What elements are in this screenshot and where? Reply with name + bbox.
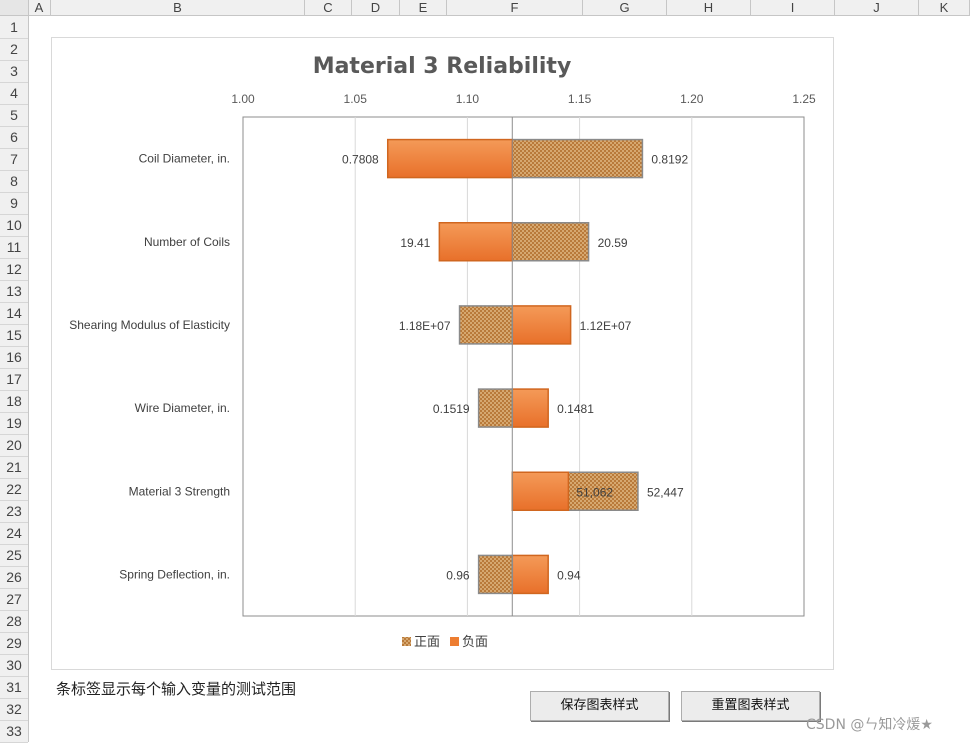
bar-positive	[477, 554, 514, 595]
row-header-14[interactable]: 14	[0, 302, 28, 325]
category-label: Coil Diameter, in.	[139, 152, 230, 166]
bar-negative	[511, 388, 549, 428]
category-label: Material 3 Strength	[129, 484, 230, 498]
row-header-1[interactable]: 1	[0, 16, 28, 39]
column-header-K[interactable]: K	[919, 0, 970, 15]
data-label-right: 52,447	[647, 485, 684, 499]
data-label-right: 1.12E+07	[580, 319, 632, 333]
legend-label-negative: 负面	[462, 635, 488, 650]
data-label-right: 0.8192	[651, 153, 688, 167]
row-header-3[interactable]: 3	[0, 60, 28, 83]
tornado-chart[interactable]: Material 3 Reliability 1.00 1.05 1.10 1.15 1…	[51, 37, 834, 670]
row-header-33[interactable]: 33	[0, 720, 28, 743]
plot-area-frame	[242, 116, 805, 617]
row-header-27[interactable]: 27	[0, 588, 28, 611]
bar-positive	[477, 388, 514, 428]
row-header-30[interactable]: 30	[0, 654, 28, 677]
row-header-bar: 1 2 3 4 5 6 7 8 9 10 11 12 13 14 15 16 17 18 19 20 21 22 23 24 2…	[0, 16, 29, 743]
row-header-11[interactable]: 11	[0, 236, 28, 259]
legend-swatch-positive	[402, 637, 411, 646]
category-label: Spring Deflection, in.	[119, 567, 230, 581]
bar-positive	[511, 138, 644, 179]
column-header-H[interactable]: H	[667, 0, 751, 15]
x-tick-label: 1.00	[231, 92, 255, 106]
row-header-16[interactable]: 16	[0, 346, 28, 369]
row-header-10[interactable]: 10	[0, 214, 28, 237]
x-tick-label: 1.05	[344, 92, 368, 106]
chart-title: Material 3 Reliability	[313, 54, 572, 79]
legend-label-positive: 正面	[414, 635, 440, 650]
chart-svg: Material 3 Reliability 1.00 1.05 1.10 1.15 1…	[69, 54, 816, 650]
bar-negative	[511, 305, 572, 345]
select-all-corner[interactable]	[0, 0, 29, 15]
data-label-left: 19.41	[400, 236, 430, 250]
row-header-29[interactable]: 29	[0, 632, 28, 655]
column-header-I[interactable]: I	[751, 0, 835, 15]
bar-negative	[511, 471, 570, 511]
row-header-25[interactable]: 25	[0, 544, 28, 567]
row-header-4[interactable]: 4	[0, 82, 28, 105]
row-header-22[interactable]: 22	[0, 478, 28, 501]
column-header-D[interactable]: D	[352, 0, 400, 15]
row-header-9[interactable]: 9	[0, 192, 28, 215]
row-header-2[interactable]: 2	[0, 38, 28, 61]
x-tick-label: 1.25	[792, 92, 816, 106]
x-tick-label: 1.15	[568, 92, 592, 106]
data-label-left: 0.96	[446, 568, 470, 582]
row-header-19[interactable]: 19	[0, 412, 28, 435]
column-header-F[interactable]: F	[447, 0, 583, 15]
bar-negative	[511, 554, 549, 595]
row-header-31[interactable]: 31	[0, 676, 28, 699]
column-header-G[interactable]: G	[583, 0, 667, 15]
data-label-right: 0.94	[557, 568, 581, 582]
row-header-18[interactable]: 18	[0, 390, 28, 413]
watermark: CSDN @ㄣ知冷煖★	[806, 717, 933, 733]
data-label-left: 0.7808	[342, 153, 379, 167]
column-header-C[interactable]: C	[305, 0, 352, 15]
legend-swatch-negative	[450, 637, 459, 646]
row-header-21[interactable]: 21	[0, 456, 28, 479]
row-header-17[interactable]: 17	[0, 368, 28, 391]
data-label-inner: 51,062	[576, 485, 613, 499]
column-header-A[interactable]: A	[28, 0, 51, 15]
row-header-20[interactable]: 20	[0, 434, 28, 457]
x-tick-label: 1.10	[456, 92, 480, 106]
data-label-left: 0.1519	[433, 402, 470, 416]
category-label: Number of Coils	[144, 235, 230, 249]
row-header-15[interactable]: 15	[0, 324, 28, 347]
row-header-24[interactable]: 24	[0, 522, 28, 545]
reset-chart-style-button[interactable]: 重置图表样式	[681, 691, 820, 721]
row-header-6[interactable]: 6	[0, 126, 28, 149]
row-header-26[interactable]: 26	[0, 566, 28, 589]
bar-negative	[438, 222, 514, 262]
data-label-left: 1.18E+07	[399, 319, 451, 333]
row-header-8[interactable]: 8	[0, 170, 28, 193]
chart-note: 条标签显示每个输入变量的测试范围	[56, 680, 297, 698]
column-header-E[interactable]: E	[400, 0, 447, 15]
data-label-right: 20.59	[598, 236, 628, 250]
category-label: Shearing Modulus of Elasticity	[69, 318, 230, 332]
column-header-B[interactable]: B	[51, 0, 305, 15]
row-header-13[interactable]: 13	[0, 280, 28, 303]
save-chart-style-button[interactable]: 保存图表样式	[530, 691, 669, 721]
row-header-32[interactable]: 32	[0, 698, 28, 721]
row-header-7[interactable]: 7	[0, 148, 28, 171]
x-tick-label: 1.20	[680, 92, 704, 106]
column-header-J[interactable]: J	[835, 0, 919, 15]
row-header-23[interactable]: 23	[0, 500, 28, 523]
bar-positive	[458, 305, 514, 345]
bar-negative	[386, 138, 514, 179]
category-label: Wire Diameter, in.	[135, 401, 230, 415]
row-header-28[interactable]: 28	[0, 610, 28, 633]
bar-positive	[511, 222, 590, 262]
data-label-right: 0.1481	[557, 402, 594, 416]
row-header-12[interactable]: 12	[0, 258, 28, 281]
row-header-5[interactable]: 5	[0, 104, 28, 127]
